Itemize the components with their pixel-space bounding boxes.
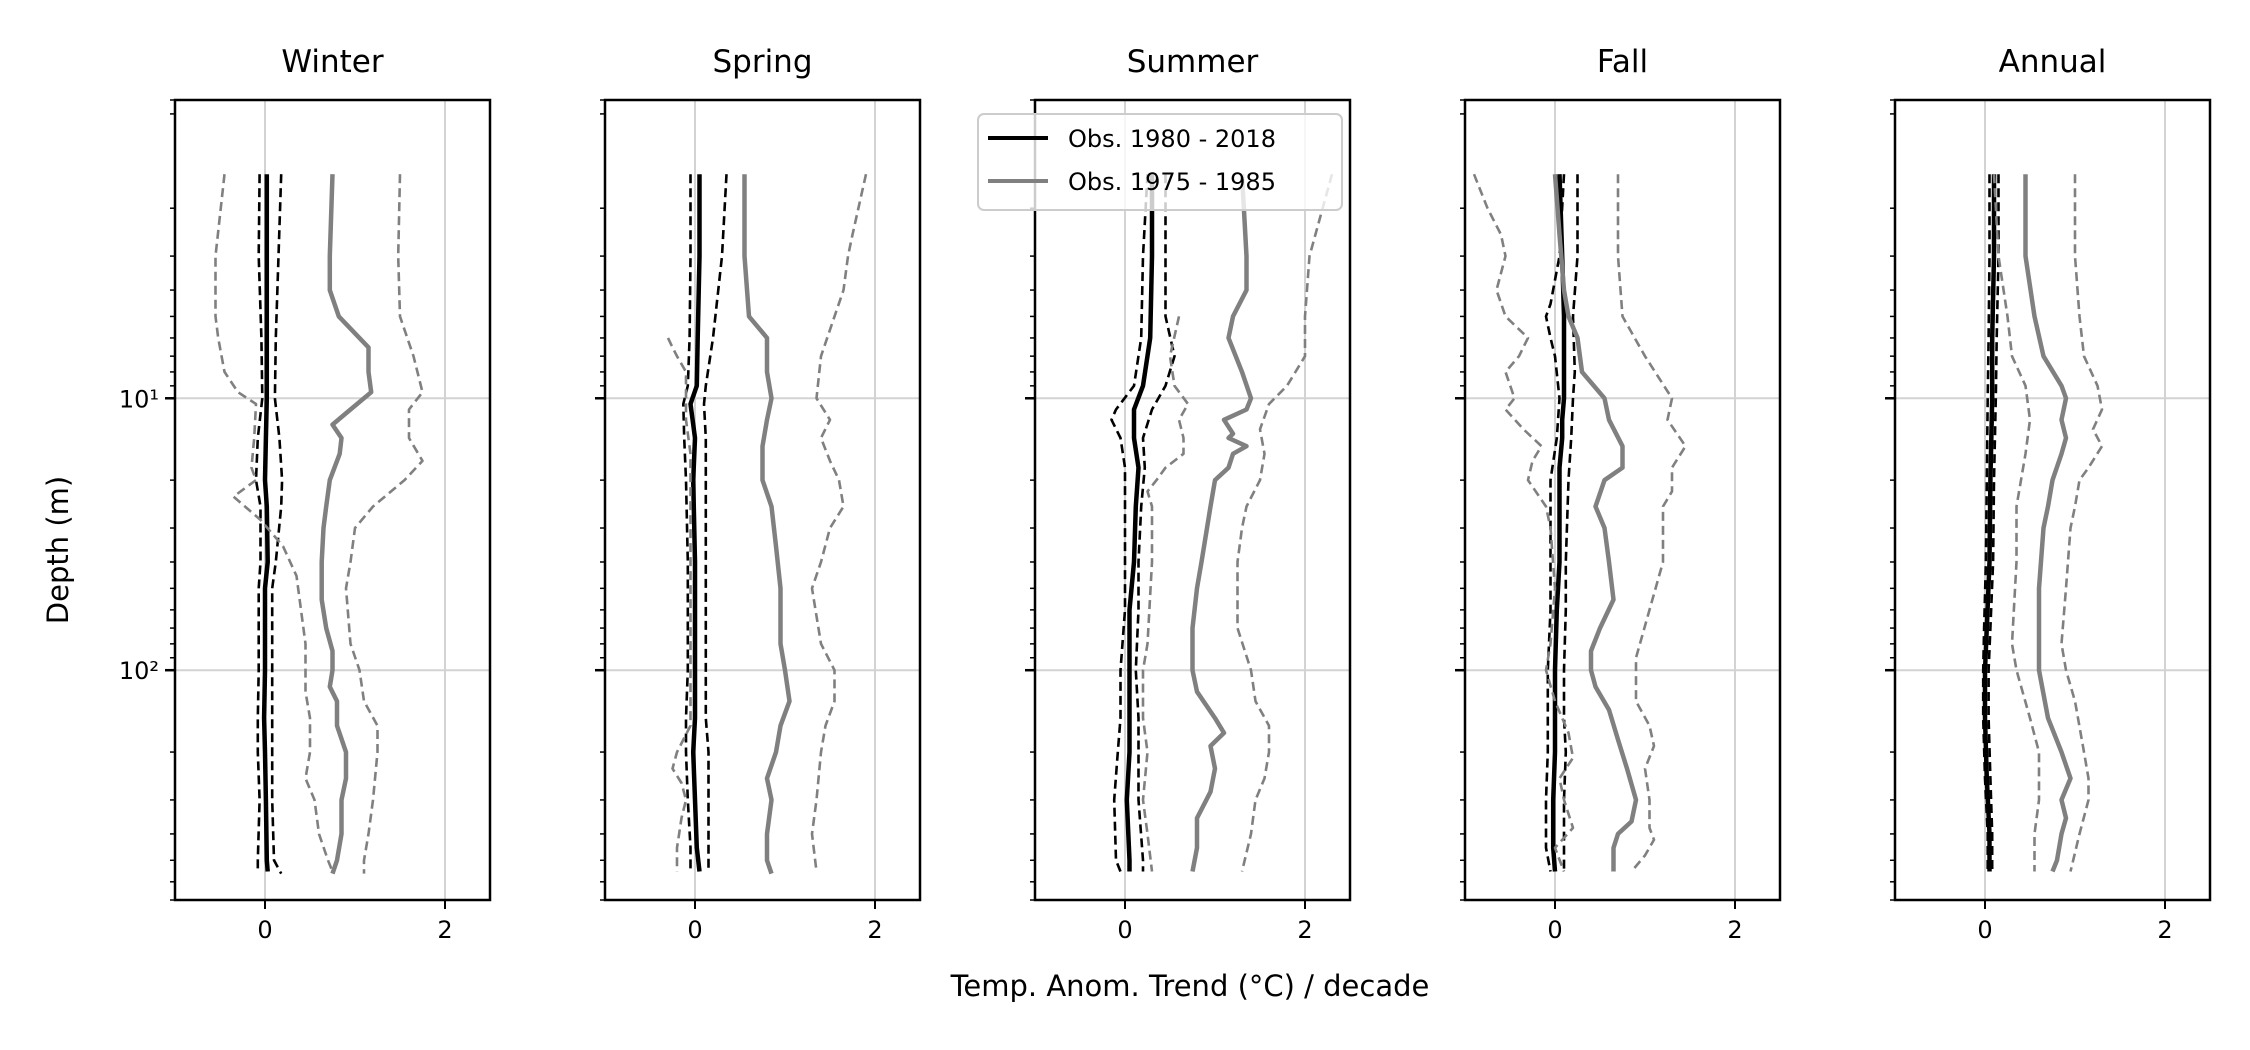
series-recent-trend (261, 174, 270, 872)
series-early-trend (742, 174, 792, 875)
series-early-trend (1190, 174, 1254, 872)
panel-winter: 0 2 10¹ 10² Winter (119, 44, 492, 944)
series-recent-bound (1544, 174, 1566, 872)
panel-annual: 0 2 Annual (1885, 44, 2212, 944)
panel-frame (603, 98, 922, 902)
series-recent-bound (270, 174, 284, 875)
x-axis-label: Temp. Anom. Trend (°C) / decade (950, 969, 1430, 1003)
series-early-bound (1472, 173, 1575, 872)
series-recent-bound (1987, 174, 2000, 872)
panel-title-spring: Spring (712, 44, 812, 80)
series-recent-bound (1981, 174, 1991, 872)
panel-fall: 0 2 Fall (1455, 44, 1782, 944)
legend-frame (977, 113, 1343, 211)
series-recent-trend (1550, 174, 1567, 872)
series-early-bound (666, 337, 692, 872)
series-recent-bound (1134, 174, 1176, 872)
series-early-bound (1141, 316, 1190, 872)
series-recent-trend (1124, 174, 1155, 872)
x-tick-label: 2 (437, 916, 452, 944)
series-recent-bound (1110, 174, 1149, 872)
x-tick-label: 2 (2157, 916, 2172, 944)
series-early-bound (1992, 174, 2041, 872)
series-recent-bound (682, 174, 692, 872)
panel-title-winter: Winter (281, 44, 383, 80)
panel-title-fall: Fall (1597, 44, 1648, 80)
series-recent-trend (1982, 174, 1997, 872)
series-early-trend (1552, 174, 1639, 872)
series-recent-bound (702, 174, 728, 872)
y-tick-label: 10² (119, 657, 159, 685)
x-tick-label: 0 (687, 916, 702, 944)
panel-frame (1033, 98, 1352, 902)
panel-spring: 0 2 Spring (595, 44, 922, 944)
legend-label-recent: Obs. 1980 - 2018 (1068, 125, 1276, 153)
x-tick-label: 0 (1977, 916, 1992, 944)
y-axis-label: Depth (m) (41, 476, 75, 624)
panel-frame (1463, 98, 1782, 902)
series-early-bound (214, 174, 334, 872)
x-tick-label: 2 (1297, 916, 1312, 944)
panel-title-annual: Annual (1999, 44, 2107, 80)
panel-frame (173, 98, 492, 902)
x-tick-label: 0 (1117, 916, 1132, 944)
series-early-trend (2023, 174, 2073, 873)
y-tick-label: 10¹ (119, 385, 159, 413)
x-tick-label: 2 (1727, 916, 1742, 944)
series-early-trend (319, 174, 374, 875)
series-recent-bound (1562, 174, 1579, 872)
series-early-bound (1236, 173, 1334, 872)
x-tick-label: 2 (867, 916, 882, 944)
series-early-bound (1616, 174, 1687, 873)
series-recent-trend (688, 174, 702, 872)
panel-summer: 0 2 Summer (1025, 44, 1352, 944)
panels: 0 2 10¹ 10² Winter 0 2 Spring 0 2 Summer 0 2 Fall 0 2 An… (119, 44, 2212, 944)
x-tick-label: 0 (257, 916, 272, 944)
x-tick-label: 0 (1547, 916, 1562, 944)
series-early-bound (344, 174, 424, 874)
panel-frame (1893, 98, 2212, 902)
panel-title-summer: Summer (1127, 44, 1259, 80)
legend-label-early: Obs. 1975 - 1985 (1068, 168, 1276, 196)
series-early-bound (810, 173, 868, 872)
series-recent-bound (254, 174, 264, 872)
legend: Obs. 1980 - 2018 Obs. 1975 - 1985 (977, 113, 1343, 211)
